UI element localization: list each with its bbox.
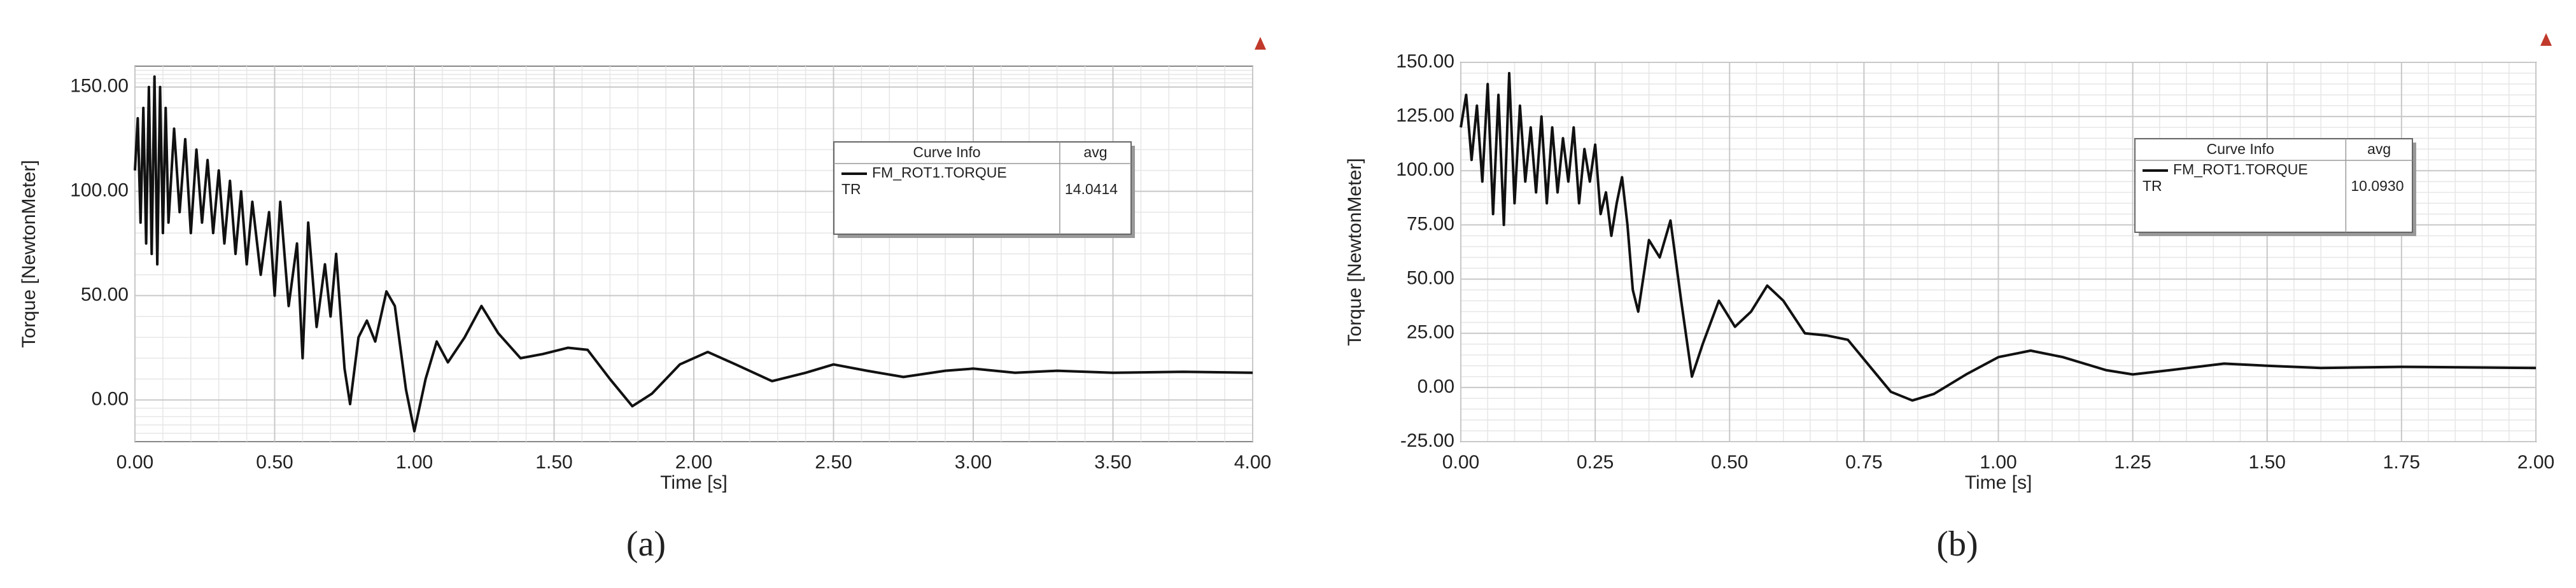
y-tick-label: 0.00 xyxy=(1418,376,1454,397)
y-tick-label: 150.00 xyxy=(70,76,129,97)
legend-avg: 14.0414 xyxy=(1065,181,1118,197)
corner-marker xyxy=(1255,37,1266,50)
legend-header: avg xyxy=(1083,144,1107,160)
legend-group: TR xyxy=(841,181,861,197)
y-axis-label: Torque [NewtonMeter] xyxy=(1344,158,1365,346)
x-tick-label: 1.00 xyxy=(1980,452,2016,473)
x-tick-label: 0.25 xyxy=(1577,452,1614,473)
y-tick-label: 125.00 xyxy=(1396,105,1454,126)
legend-entry: FM_ROT1.TORQUE xyxy=(872,164,1007,181)
legend-header: Curve Info xyxy=(913,144,980,160)
x-tick-label: 1.75 xyxy=(2383,452,2420,473)
y-tick-label: 50.00 xyxy=(1407,267,1454,288)
data-line xyxy=(134,75,1253,433)
x-tick-label: 0.75 xyxy=(1845,452,1882,473)
legend-header: avg xyxy=(2367,141,2391,157)
y-tick-label: 0.00 xyxy=(92,388,129,409)
x-axis-label: Time [s] xyxy=(1965,472,2032,493)
x-tick-label: 2.50 xyxy=(815,452,852,473)
caption: (b) xyxy=(1936,524,1978,564)
x-tick-label: 1.50 xyxy=(2249,452,2286,473)
x-tick-label: 0.00 xyxy=(1442,452,1479,473)
corner-marker xyxy=(2540,33,2552,46)
x-tick-label: 3.00 xyxy=(955,452,992,473)
x-tick-label: 1.50 xyxy=(535,452,572,473)
legend-box xyxy=(2134,138,2413,233)
y-tick-label: 100.00 xyxy=(1396,159,1454,180)
x-tick-label: 4.00 xyxy=(1234,452,1271,473)
x-tick-label: 0.50 xyxy=(1711,452,1748,473)
caption: (a) xyxy=(626,524,666,564)
x-tick-label: 0.50 xyxy=(256,452,293,473)
y-tick-label: -25.00 xyxy=(1400,430,1454,451)
legend-group: TR xyxy=(2143,178,2162,194)
y-tick-label: 150.00 xyxy=(1396,51,1454,72)
x-tick-label: 2.00 xyxy=(2517,452,2554,473)
x-axis-label: Time [s] xyxy=(660,472,728,493)
y-tick-label: 100.00 xyxy=(70,180,129,201)
y-tick-label: 50.00 xyxy=(81,284,129,305)
x-tick-label: 1.25 xyxy=(2114,452,2151,473)
x-tick-label: 0.00 xyxy=(116,452,153,473)
legend-header: Curve Info xyxy=(2207,141,2274,157)
legend-box xyxy=(833,141,1132,235)
legend-entry: FM_ROT1.TORQUE xyxy=(2173,161,2308,178)
data-line xyxy=(1460,72,2537,402)
x-tick-label: 2.00 xyxy=(675,452,712,473)
y-axis-label: Torque [NewtonMeter] xyxy=(18,160,39,347)
x-tick-label: 3.50 xyxy=(1094,452,1131,473)
y-tick-label: 75.00 xyxy=(1407,213,1454,234)
x-tick-label: 1.00 xyxy=(396,452,433,473)
y-tick-label: 25.00 xyxy=(1407,322,1454,343)
legend-avg: 10.0930 xyxy=(2351,178,2404,194)
